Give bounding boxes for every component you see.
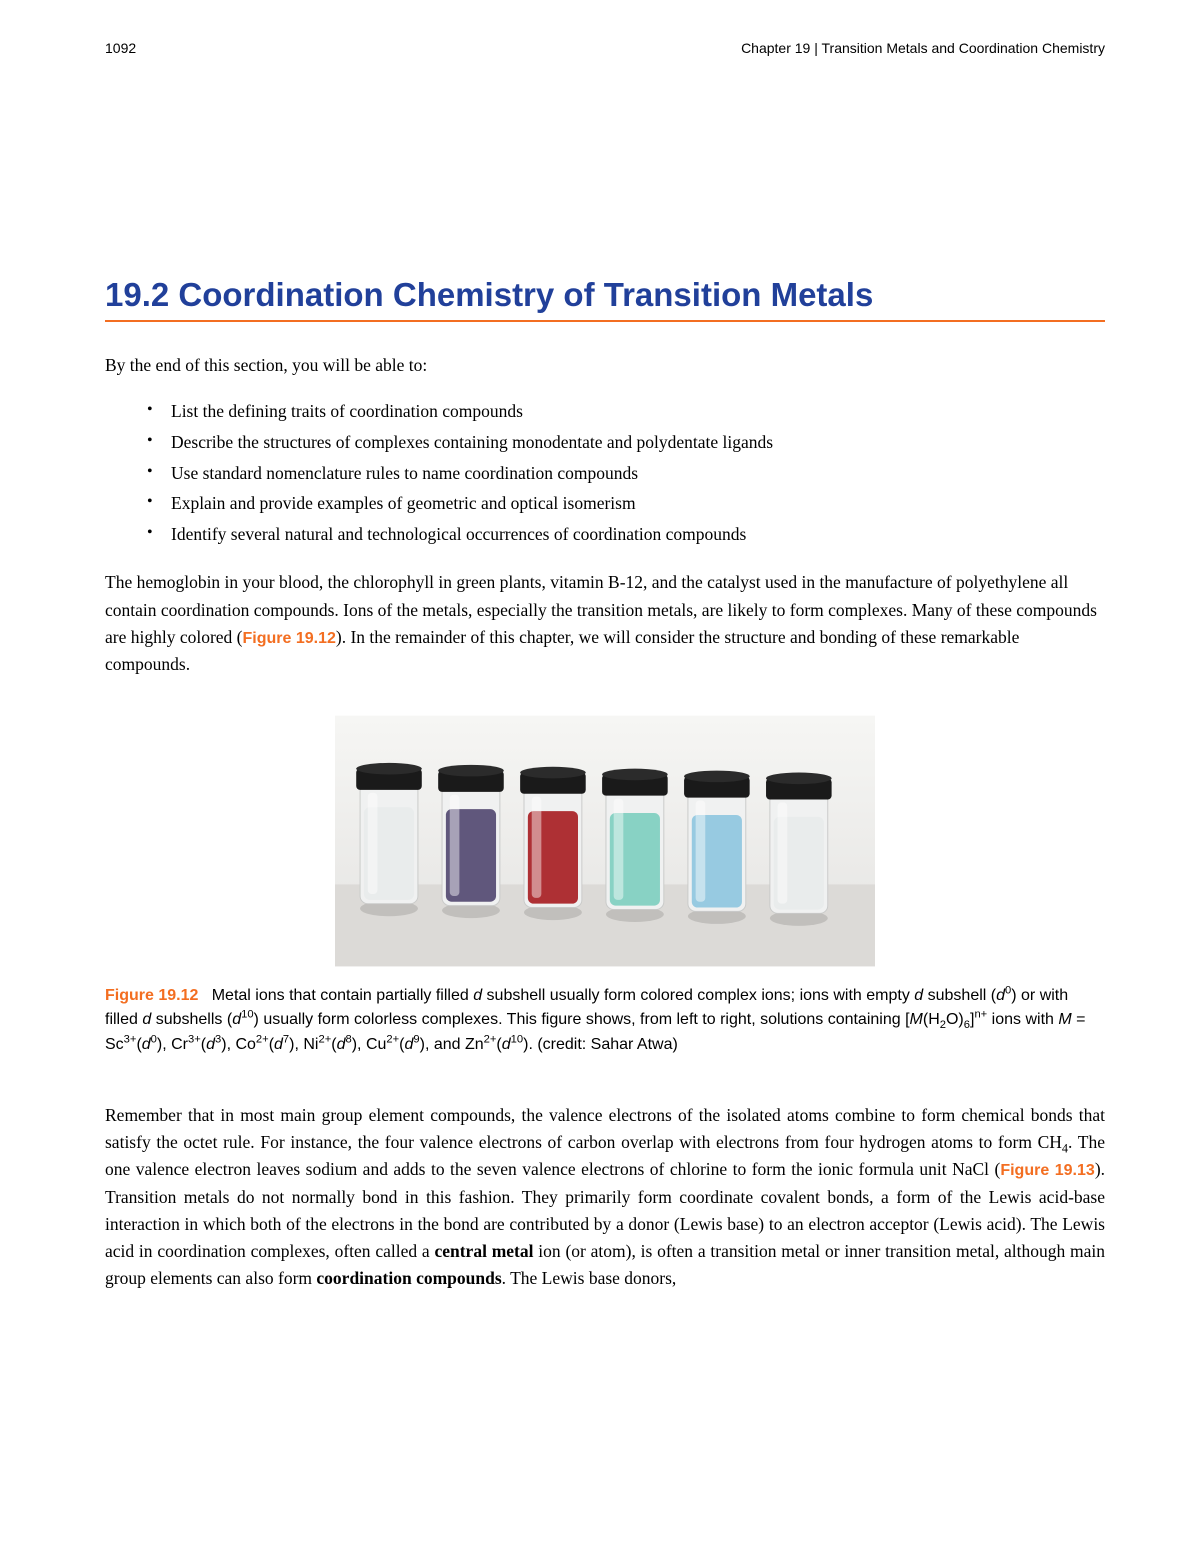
list-item: Explain and provide examples of geometri… [153, 488, 1105, 519]
objectives-intro: By the end of this section, you will be … [105, 352, 1105, 378]
figure-caption: Figure 19.12 Metal ions that contain par… [105, 984, 1105, 1058]
vials-illustration [335, 715, 875, 967]
list-item: Identify several natural and technologic… [153, 519, 1105, 550]
chapter-line: Chapter 19 | Transition Metals and Coord… [741, 40, 1105, 56]
figure-reference: Figure 19.12 [243, 630, 336, 647]
objectives-list: List the defining traits of coordination… [105, 396, 1105, 549]
list-item: Use standard nomenclature rules to name … [153, 458, 1105, 489]
page-header: 1092 Chapter 19 | Transition Metals and … [105, 40, 1105, 56]
list-item: Describe the structures of complexes con… [153, 427, 1105, 458]
section-title: 19.2 Coordination Chemistry of Transitio… [105, 276, 1105, 322]
page-number: 1092 [105, 40, 136, 56]
figure-label: Figure 19.12 [105, 987, 198, 1004]
figure-19-12 [105, 715, 1105, 972]
figure-credit: (credit: Sahar Atwa) [537, 1036, 678, 1053]
figure-reference: Figure 19.13 [1000, 1162, 1094, 1179]
list-item: List the defining traits of coordination… [153, 396, 1105, 427]
paragraph-2: Remember that in most main group element… [105, 1102, 1105, 1293]
paragraph-1: The hemoglobin in your blood, the chloro… [105, 569, 1105, 678]
